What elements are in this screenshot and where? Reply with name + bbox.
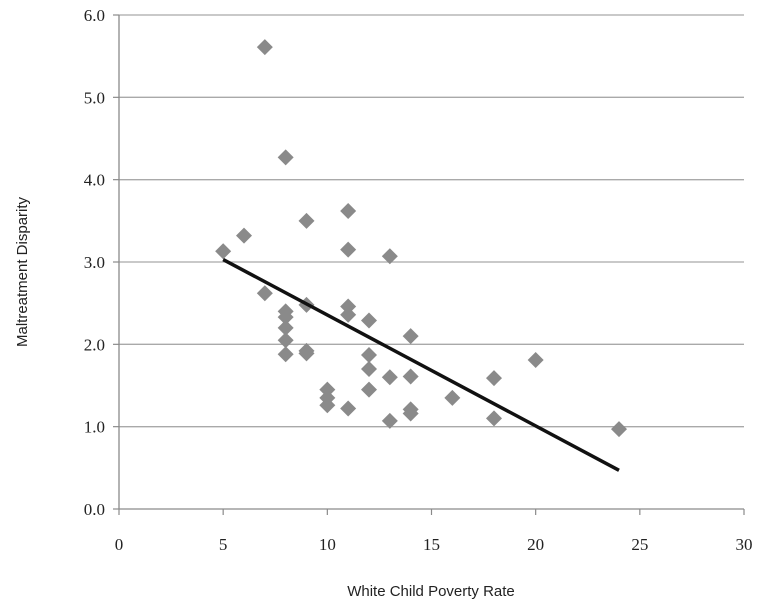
data-point (215, 243, 232, 260)
data-point (361, 347, 377, 364)
y-tick-label: 6.0 (84, 6, 105, 25)
data-point (402, 368, 419, 385)
data-point (361, 312, 377, 329)
data-point (340, 306, 357, 323)
x-tick-label: 20 (527, 535, 544, 554)
y-axis-title: Maltreatment Disparity (14, 196, 31, 347)
data-point (402, 405, 419, 422)
data-point (486, 410, 502, 427)
data-point (340, 400, 357, 417)
data-point (319, 397, 336, 414)
data-point (340, 241, 357, 258)
data-point (340, 298, 357, 315)
x-axis-title: White Child Poverty Rate (347, 583, 515, 600)
x-tick-label: 30 (736, 535, 753, 554)
data-point (319, 381, 336, 398)
data-point (361, 381, 377, 398)
data-point (298, 212, 315, 229)
y-tick-label: 4.0 (84, 171, 105, 190)
data-point (277, 332, 294, 349)
data-points (215, 39, 627, 438)
y-tick-label: 3.0 (84, 253, 105, 272)
data-point (402, 328, 419, 345)
data-point (277, 346, 294, 363)
y-tick-label: 1.0 (84, 418, 105, 437)
y-tick-label: 2.0 (84, 335, 105, 354)
trendline-group (222, 257, 620, 472)
axes (113, 14, 745, 515)
gridlines (119, 14, 744, 428)
data-point (381, 369, 398, 386)
data-point (361, 361, 377, 378)
data-point (256, 39, 273, 56)
data-point (611, 421, 627, 438)
data-point (381, 248, 398, 265)
data-point (444, 389, 461, 406)
y-tick-label: 5.0 (84, 88, 105, 107)
data-point (256, 285, 273, 302)
data-point (381, 412, 398, 429)
x-tick-label: 25 (631, 535, 648, 554)
data-point (277, 309, 294, 326)
x-tick-label: 10 (319, 535, 336, 554)
x-tick-label: 5 (219, 535, 228, 554)
data-point (277, 149, 294, 166)
data-point (236, 227, 252, 244)
data-point (527, 351, 544, 368)
data-point (277, 319, 294, 336)
x-tick-label: 15 (423, 535, 440, 554)
x-tick-label: 0 (115, 535, 124, 554)
data-point (340, 202, 357, 219)
trendline (222, 257, 620, 472)
y-tick-label: 0.0 (84, 500, 105, 519)
x-tick-labels: 0 5 10 15 20 25 30 (115, 535, 753, 554)
data-point (298, 345, 315, 362)
y-tick-labels: 0.0 1.0 2.0 3.0 4.0 5.0 6.0 (84, 6, 105, 519)
data-point (486, 370, 502, 387)
